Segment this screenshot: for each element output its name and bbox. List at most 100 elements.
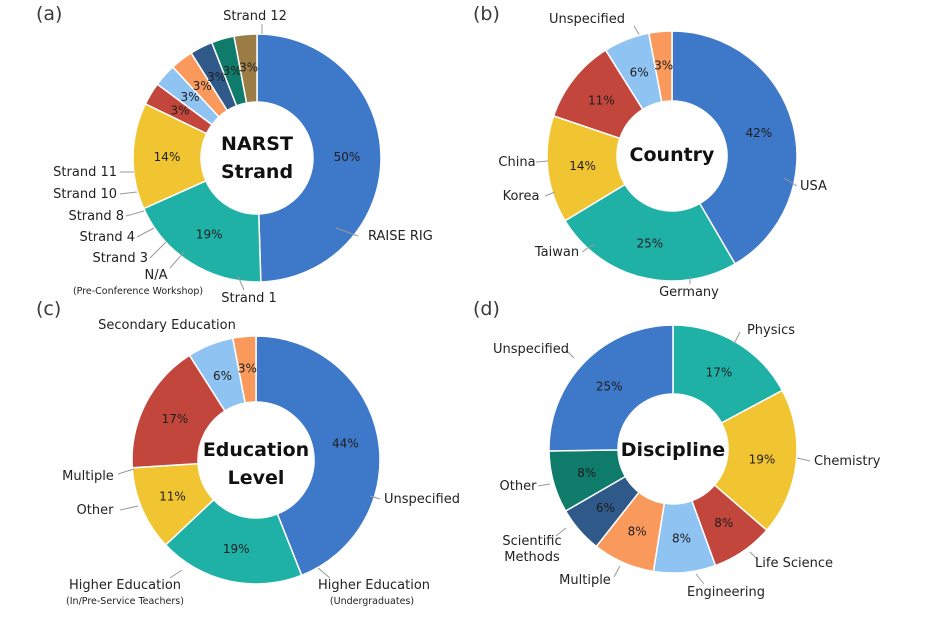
category-label-higher-education-undergraduates: Higher Education (318, 578, 430, 593)
leader-line-n-a-pre-conference-workshop (169, 251, 185, 269)
category-sublabel-higher-education-undergraduates: (Undergraduates) (330, 596, 414, 607)
category-label-higher-education-in-pre-service-teachers: Higher Education (69, 578, 181, 593)
panel-letter-d: (d) (473, 298, 500, 320)
category-label-scientific: Scientific (502, 534, 561, 549)
category-label-life-science: Life Science (755, 556, 833, 571)
category-label-unspecified: Unspecified (549, 12, 625, 27)
pct-label-higher-education-in-pre-service-teachers: 17% (162, 412, 189, 426)
category-label-korea: Korea (503, 189, 540, 204)
slice-unspecified (164, 498, 303, 585)
slice-strand-12 (256, 33, 382, 283)
slice-strand-11 (233, 33, 258, 104)
leader-line-usa (783, 177, 798, 187)
pct-label-strand-11: 3% (239, 61, 258, 75)
center-title-line-2: Level (228, 467, 285, 489)
category-sublabel-higher-education-in-pre-service-teachers: (In/Pre-Service Teachers) (66, 596, 184, 607)
category-label-physics: Physics (747, 323, 795, 338)
category-label-unspecified: Unspecified (384, 492, 460, 507)
pct-label-strand-4: 3% (193, 79, 212, 93)
pct-label-korea: 6% (630, 66, 649, 80)
category-label-n-a-pre-conference-workshop: N/A (145, 268, 168, 283)
center-title-line-2: Strand (221, 161, 293, 183)
pct-label-life-science: 8% (714, 516, 733, 530)
pct-label-strand-10: 3% (223, 64, 242, 78)
pct-label-multiple: 3% (238, 362, 257, 376)
slice-unspecified (671, 30, 798, 265)
category-label-strand-3: Strand 3 (92, 251, 148, 266)
center-title-line-1: Education (203, 439, 309, 461)
category-sublabel-scientific: Methods (504, 550, 560, 565)
category-label-usa: USA (800, 179, 827, 194)
leader-line-unspecified (369, 495, 381, 500)
slice-unspecified (548, 324, 674, 452)
panel-b-country: (b) 42% Unspecified 25% USA 14% Germany 11% Tai… (473, 3, 827, 300)
leader-line-strand-4 (136, 227, 155, 238)
leader-line-strand-1 (237, 275, 245, 291)
pct-label-unspecified: 42% (746, 126, 773, 140)
category-label-chemistry: Chemistry (814, 454, 881, 469)
category-label-other: Other (77, 503, 115, 518)
pct-label-strand-8: 3% (207, 70, 226, 84)
leader-line-multiple (117, 468, 135, 475)
category-label-taiwan: Taiwan (534, 245, 579, 260)
leader-line-strand-10 (119, 191, 138, 195)
category-sublabel-n-a-pre-conference-workshop: (Pre-Conference Workshop) (73, 286, 203, 297)
pct-label-physics: 17% (706, 366, 733, 380)
pct-label-scientific: 6% (596, 501, 615, 515)
leader-line-other (119, 505, 139, 511)
category-label-china: China (498, 155, 535, 170)
category-label-strand-12: Strand 12 (223, 9, 287, 24)
pct-label-other: 6% (213, 369, 232, 383)
pct-label-germany: 14% (569, 159, 596, 173)
slice-physics (672, 324, 784, 425)
panel-letter-a: (a) (36, 3, 62, 25)
category-label-secondary-education: Secondary Education (98, 318, 236, 333)
category-label-strand-10: Strand 10 (53, 187, 117, 202)
pct-label-other: 8% (577, 466, 596, 480)
leader-line-physics (733, 331, 741, 345)
panel-a-narst-strand: (a) 50% Strand 12 19% RAISE RIG 14% Strand 1 3… (36, 3, 433, 306)
category-label-strand-4: Strand 4 (79, 230, 135, 245)
pct-label-chemistry: 19% (749, 452, 776, 466)
pct-label-usa: 25% (636, 237, 663, 251)
leader-line-china (535, 160, 549, 163)
pct-label-multiple: 8% (628, 524, 647, 538)
pct-label-n-a-pre-conference-workshop: 3% (170, 104, 189, 118)
category-label-strand-8: Strand 8 (68, 209, 124, 224)
pct-label-strand-12: 50% (334, 150, 361, 164)
pct-label-unspecified: 19% (223, 542, 250, 556)
leader-line-engineering (695, 573, 705, 585)
category-label-other: Other (500, 479, 538, 494)
pct-label-raise-rig: 19% (196, 228, 223, 242)
category-label-multiple: Multiple (559, 573, 611, 588)
pct-label-china: 3% (654, 59, 673, 73)
center-title-line-1: Discipline (621, 439, 725, 461)
leader-line-korea (544, 191, 556, 197)
pct-label-unspecified: 25% (596, 380, 623, 394)
leader-line-multiple (613, 565, 621, 578)
category-label-strand-11: Strand 11 (53, 165, 117, 180)
panel-d-discipline: (d) 17% Physics 19% Chemistry 8% Life Science… (473, 298, 881, 600)
pct-label-strand-1: 14% (154, 150, 181, 164)
category-label-unspecified: Unspecified (493, 342, 569, 357)
slice-secondary-education (255, 335, 381, 577)
pct-label-higher-education-undergraduates: 11% (159, 490, 186, 504)
slice-higher-education-in-pre-service-teachers (131, 354, 226, 469)
category-label-germany: Germany (659, 285, 719, 300)
slice-multiple (231, 335, 257, 404)
leader-line-scientific (555, 527, 567, 537)
center-title-line-1: NARST (221, 133, 293, 155)
leader-line-strand-8 (125, 210, 145, 217)
center-title-line-1: Country (630, 144, 716, 166)
leader-line-chemistry (796, 457, 811, 462)
leader-line-unspecified (565, 349, 575, 359)
leader-line-raise-rig (335, 227, 359, 237)
slice-chemistry (713, 389, 798, 532)
pct-label-engineering: 8% (672, 531, 691, 545)
category-label-multiple: Multiple (62, 469, 114, 484)
pct-label-secondary-education: 44% (332, 436, 359, 450)
pct-label-taiwan: 11% (588, 94, 615, 108)
leader-line-higher-education-in-pre-service-teachers (169, 569, 183, 579)
panel-letter-b: (b) (473, 3, 500, 25)
